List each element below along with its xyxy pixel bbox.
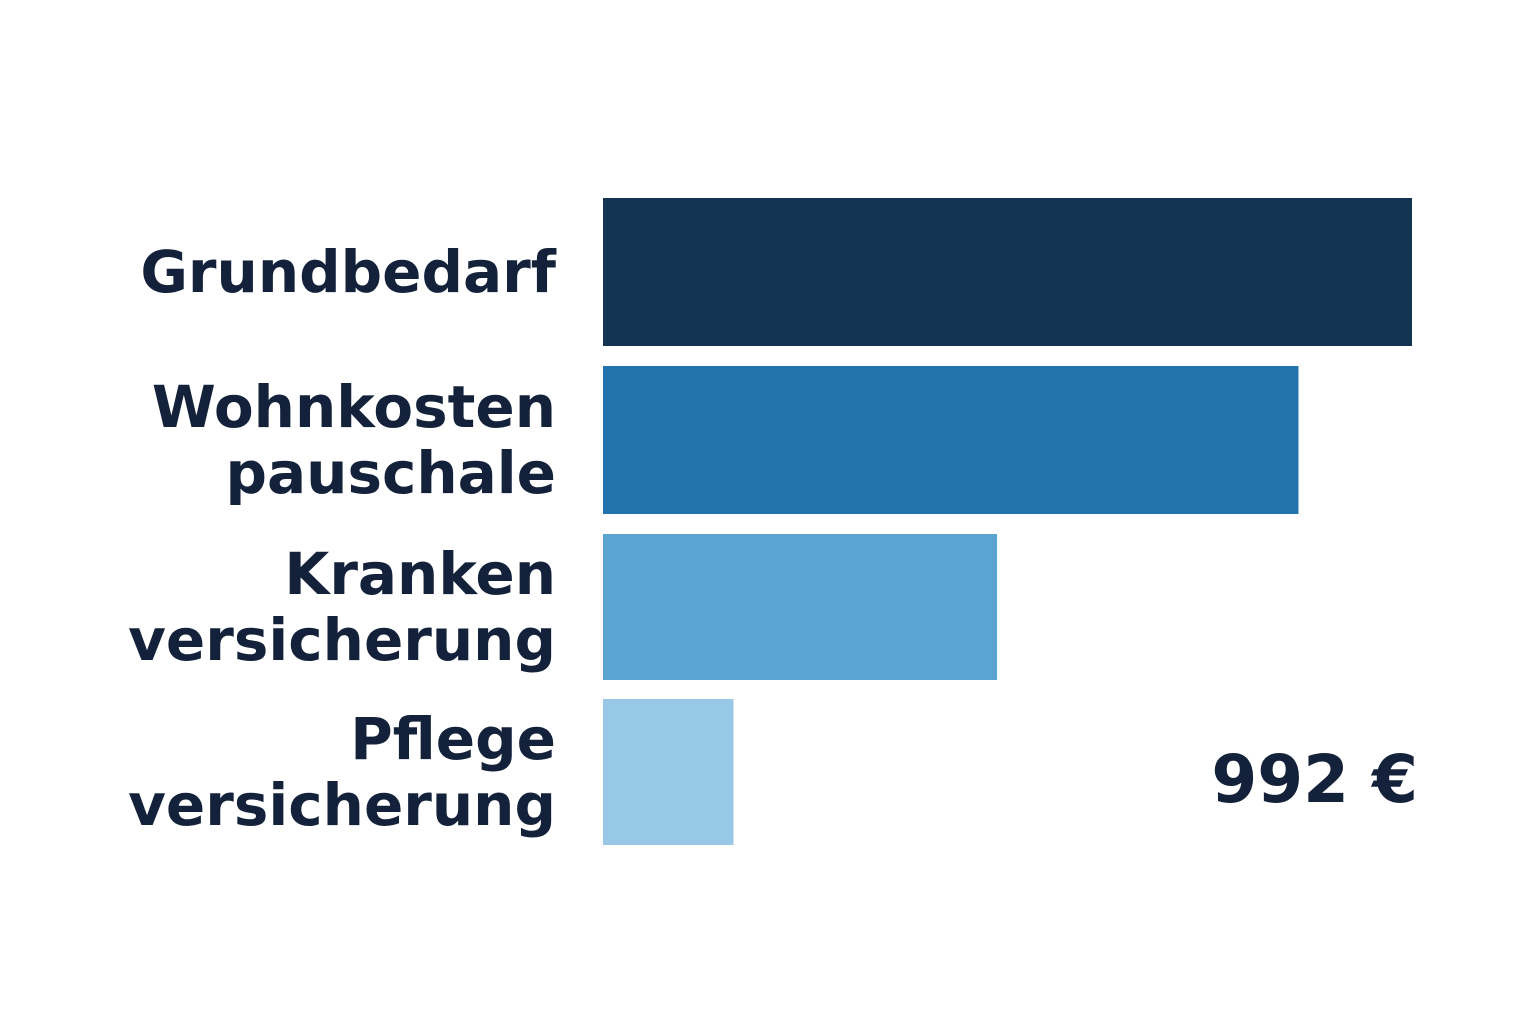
category-label-1-line-0: Wohnkosten (152, 373, 556, 441)
category-label-1-line-1: pauschale (226, 439, 557, 507)
category-label-3-line-0: Pflege (350, 705, 556, 773)
category-label-2: Kranken versicherung (128, 540, 556, 674)
bar-0 (603, 198, 1412, 346)
category-label-3: Pflege versicherung (128, 705, 556, 839)
bars-group (603, 198, 1412, 845)
category-label-3-line-1: versicherung (128, 771, 556, 839)
category-label-2-line-0: Kranken (284, 540, 556, 608)
category-label-1: Wohnkosten pauschale (152, 373, 556, 507)
bar-1 (603, 366, 1299, 514)
category-label-0-line-0: Grundbedarf (140, 238, 556, 306)
total-amount-label: 992 € (1211, 741, 1418, 818)
bar-2 (603, 534, 998, 680)
category-label-2-line-1: versicherung (128, 606, 556, 674)
bar-3 (603, 699, 734, 845)
category-label-0: Grundbedarf (140, 238, 556, 306)
